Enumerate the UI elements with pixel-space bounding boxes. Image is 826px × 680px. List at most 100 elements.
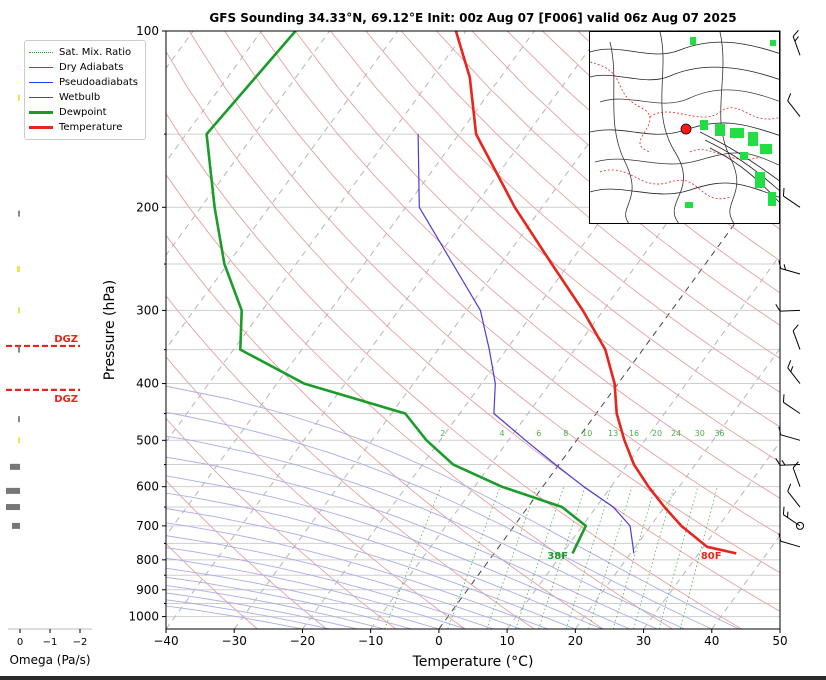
surface-annotations: 80F 38F: [547, 551, 721, 562]
dry-adiabat-line: [166, 417, 397, 629]
legend-entry: Dewpoint: [29, 105, 141, 120]
y-tick-label: 600: [136, 480, 159, 494]
omega-tick-label: 0: [17, 637, 23, 648]
wind-barb: [787, 93, 801, 117]
mixing-ratio-line: [588, 486, 633, 629]
wind-barb-staff: [783, 401, 801, 414]
wind-barb-flag: [781, 459, 786, 466]
legend-label: Dry Adiabats: [59, 62, 124, 73]
wind-barb: [787, 483, 801, 508]
y-tick-label: 100: [136, 24, 159, 38]
omega-bar: [12, 522, 20, 529]
wind-barb-staff: [779, 309, 801, 312]
wind-barb-staff: [792, 36, 801, 56]
mixing-ratio-line: [612, 486, 656, 629]
mixing-ratio-label: 6: [536, 429, 541, 438]
x-tick-label: 30: [636, 634, 651, 648]
omega-bar: [18, 94, 20, 101]
wind-barb-staff: [792, 330, 801, 350]
isotherm-line: [643, 441, 780, 629]
omega-tick-label: −1: [43, 637, 58, 648]
pseudoadiabat-line: [166, 508, 576, 629]
omega-bar: [10, 463, 20, 470]
y-axis-label: Pressure (hPa): [102, 280, 118, 380]
pseudoadiabat-line: [0, 427, 768, 629]
map-precip: [685, 37, 776, 208]
y-tick-label: 300: [136, 303, 159, 317]
dry-adiabat-line: [166, 173, 673, 629]
calm-wind-marker: [796, 521, 804, 530]
wind-barb-flag: [778, 533, 782, 542]
legend: Sat. Mix. Ratio Dry Adiabats Pseudoadiabat…: [24, 40, 146, 140]
dry-adiabat-line: [330, 31, 780, 428]
mixing-ratio-line: [565, 486, 612, 629]
wind-barb-flag: [787, 360, 792, 368]
omega-axis-label: Omega (Pa/s): [9, 653, 90, 667]
x-tick-label: −20: [290, 634, 315, 648]
wind-barb-flag: [790, 366, 794, 372]
legend-swatch: [29, 67, 53, 68]
x-tick-label: 40: [704, 634, 719, 648]
legend-entry: Wetbulb: [29, 90, 141, 105]
surface-temperature-label: 80F: [701, 551, 722, 562]
legend-label: Sat. Mix. Ratio: [59, 47, 132, 58]
bottom-bar: [0, 676, 826, 680]
omega-bar: [18, 416, 20, 423]
legend-label: Pseudoadiabats: [59, 77, 139, 88]
y-tick-label: 400: [136, 377, 159, 391]
pseudoadiabat-line: [166, 599, 330, 629]
temperature-profile-line: [454, 31, 737, 555]
pseudoadiabat-line: [166, 475, 631, 629]
x-tick-label: −30: [222, 634, 247, 648]
wind-barb-staff: [783, 195, 801, 208]
y-tick-label: 1000: [128, 610, 159, 624]
mixing-ratio-label: 16: [629, 429, 639, 438]
wind-barb: [775, 303, 801, 312]
wind-barb: [782, 394, 801, 414]
mixing-ratio-line: [384, 486, 442, 629]
omega-bar: [6, 487, 20, 494]
wind-barb-staff: [792, 467, 801, 487]
sounding-location-marker: [680, 123, 692, 135]
wind-barb: [782, 506, 801, 527]
mixing-ratio-line: [486, 486, 538, 629]
wind-barb-flag: [778, 426, 782, 435]
wind-barb-flag: [787, 93, 792, 102]
wind-barb-staff: [787, 367, 801, 384]
wind-barb-flag: [782, 394, 785, 403]
wind-barb-staff: [779, 464, 801, 466]
wind-barb-flag: [778, 260, 782, 269]
dry-adiabat-line: [400, 31, 780, 359]
wind-barb: [787, 360, 801, 384]
pseudoadiabat-line: [166, 605, 303, 629]
wind-barb: [792, 324, 801, 350]
pseudoadiabat-line: [166, 567, 440, 629]
wind-barb: [778, 260, 801, 275]
wind-barb-staff: [780, 540, 801, 548]
legend-label: Dewpoint: [59, 107, 107, 118]
wind-barb-flag: [792, 461, 799, 469]
mixing-ratio-line: [447, 486, 501, 629]
wind-barb-staff: [780, 268, 801, 275]
surface-dewpoint-label: 38F: [547, 551, 568, 562]
legend-entry: Dry Adiabats: [29, 60, 141, 75]
pseudoadiabat-line: [166, 385, 740, 629]
y-tick-label: 700: [136, 519, 159, 533]
mixing-ratio-labels: 2 4 6 8 10 13 16 20 24 30 36: [440, 429, 724, 438]
legend-entry: Pseudoadiabats: [29, 75, 141, 90]
x-tick-label: 0: [435, 634, 443, 648]
legend-swatch: [29, 82, 53, 83]
isotherm-line: [166, 31, 603, 629]
wind-barb-staff: [783, 514, 801, 527]
dry-adiabat-line: [259, 31, 780, 499]
wind-barb-staff: [780, 434, 801, 441]
mixing-ratio-line: [538, 486, 586, 629]
pseudoadiabat-line: [166, 592, 358, 629]
wind-barb-flag: [782, 188, 785, 197]
legend-label: Temperature: [59, 122, 123, 133]
isotherm-line: [166, 31, 399, 350]
pseudoadiabat-line: [166, 522, 549, 629]
wind-barb: [792, 29, 801, 56]
omega-tick-label: −2: [73, 637, 88, 648]
x-tick-label: 50: [772, 634, 787, 648]
